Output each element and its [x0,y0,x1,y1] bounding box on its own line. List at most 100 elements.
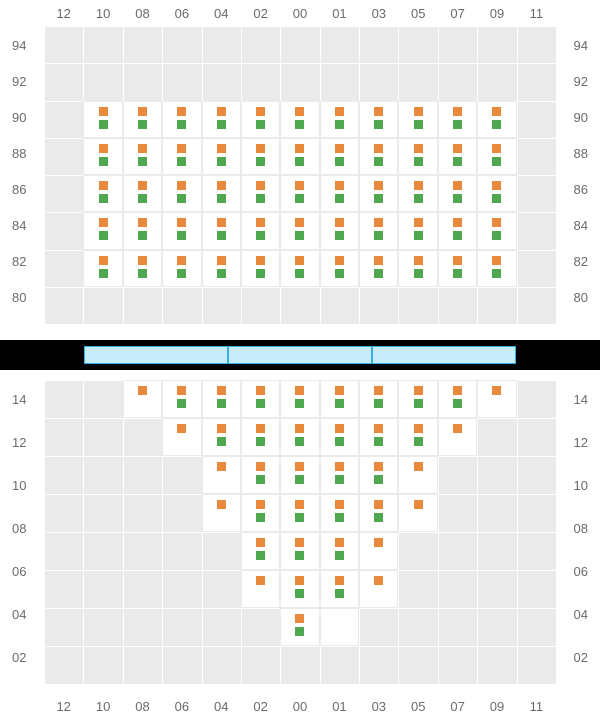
rack-slot[interactable] [162,380,201,418]
rack-slot[interactable] [438,138,477,175]
rack-slot[interactable] [241,138,280,175]
rack-slot[interactable] [241,494,280,532]
table-segment[interactable] [372,346,516,364]
rack-slot[interactable] [202,380,241,418]
rack-slot[interactable] [241,418,280,456]
rack-slot[interactable] [280,608,319,646]
rack-slot[interactable] [123,101,162,138]
table-bar[interactable] [84,346,516,364]
rack-slot[interactable] [241,250,280,287]
rack-slot[interactable] [320,418,359,456]
rack-slot[interactable] [280,532,319,570]
rack-slot[interactable] [280,138,319,175]
rack-slot[interactable] [202,250,241,287]
rack-slot[interactable] [241,456,280,494]
rack-slot[interactable] [202,101,241,138]
rack-slot[interactable] [477,101,516,138]
rack-slot[interactable] [162,101,201,138]
rack-slot[interactable] [398,212,437,249]
rack-slot[interactable] [280,494,319,532]
rack-slot[interactable] [162,212,201,249]
rack-slot[interactable] [202,418,241,456]
rack-slot[interactable] [280,101,319,138]
rack-slot[interactable] [398,418,437,456]
rack-slot[interactable] [280,380,319,418]
rack-slot[interactable] [202,138,241,175]
rack-slot[interactable] [398,494,437,532]
rack-slot[interactable] [398,250,437,287]
rack-slot[interactable] [162,418,201,456]
rack-slot[interactable] [477,138,516,175]
rack-slot[interactable] [438,212,477,249]
rack-slot[interactable] [83,175,122,212]
rack-slot[interactable] [83,250,122,287]
rack-slot[interactable] [241,380,280,418]
rack-slot[interactable] [359,212,398,249]
rack-slot[interactable] [241,570,280,608]
rack-slot[interactable] [241,212,280,249]
rack-slot[interactable] [123,250,162,287]
rack-slot[interactable] [320,101,359,138]
rack-slot[interactable] [241,532,280,570]
rack-slot[interactable] [438,175,477,212]
rack-slot[interactable] [241,175,280,212]
status-marker-orange [335,181,344,190]
rack-slot[interactable] [123,212,162,249]
rack-slot[interactable] [320,570,359,608]
rack-slot[interactable] [83,138,122,175]
rack-slot[interactable] [320,212,359,249]
rack-slot[interactable] [398,456,437,494]
rack-slot[interactable] [320,380,359,418]
rack-slot[interactable] [320,456,359,494]
rack-slot[interactable] [320,175,359,212]
rack-slot[interactable] [477,380,516,418]
rack-slot[interactable] [123,138,162,175]
table-segment[interactable] [84,346,228,364]
rack-slot[interactable] [477,250,516,287]
rack-slot[interactable] [438,101,477,138]
rack-slot[interactable] [398,138,437,175]
rack-slot[interactable] [359,101,398,138]
rack-slot[interactable] [280,175,319,212]
rack-slot[interactable] [359,456,398,494]
rack-slot[interactable] [438,380,477,418]
rack-slot[interactable] [280,418,319,456]
rack-slot[interactable] [280,570,319,608]
rack-slot[interactable] [359,494,398,532]
rack-slot[interactable] [359,380,398,418]
rack-slot[interactable] [438,418,477,456]
rack-slot[interactable] [123,380,162,418]
rack-slot[interactable] [320,250,359,287]
rack-slot[interactable] [202,212,241,249]
rack-slot[interactable] [162,175,201,212]
rack-slot[interactable] [202,456,241,494]
rack-slot[interactable] [280,250,319,287]
rack-slot[interactable] [359,570,398,608]
rack-slot[interactable] [398,101,437,138]
rack-slot[interactable] [398,175,437,212]
rack-slot[interactable] [320,532,359,570]
table-segment[interactable] [228,346,372,364]
rack-slot[interactable] [202,175,241,212]
rack-slot[interactable] [359,532,398,570]
rack-slot[interactable] [359,138,398,175]
rack-slot[interactable] [438,250,477,287]
rack-slot[interactable] [83,212,122,249]
rack-slot[interactable] [320,608,359,646]
rack-slot[interactable] [398,380,437,418]
rack-slot[interactable] [162,138,201,175]
rack-slot[interactable] [280,212,319,249]
rack-slot[interactable] [320,138,359,175]
rack-slot[interactable] [241,101,280,138]
rack-slot[interactable] [320,494,359,532]
rack-slot[interactable] [477,212,516,249]
rack-slot[interactable] [162,250,201,287]
rack-slot[interactable] [123,175,162,212]
rack-slot[interactable] [83,101,122,138]
rack-slot[interactable] [359,175,398,212]
rack-slot[interactable] [477,175,516,212]
rack-slot[interactable] [280,456,319,494]
rack-slot[interactable] [359,250,398,287]
rack-slot[interactable] [202,494,241,532]
rack-slot[interactable] [359,418,398,456]
